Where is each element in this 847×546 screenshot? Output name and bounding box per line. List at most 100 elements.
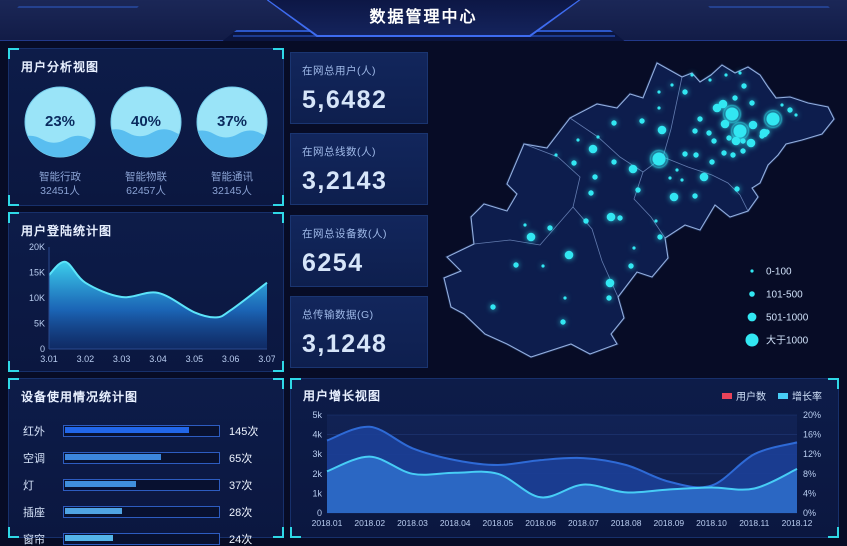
stat-card: 在网总用户(人) 5,6482: [290, 52, 428, 124]
svg-text:15K: 15K: [29, 268, 45, 278]
page-title: 数据管理中心: [369, 9, 478, 26]
header-title-plate: 数据管理中心: [266, 0, 581, 37]
svg-text:2018.09: 2018.09: [653, 518, 684, 528]
gauge-caption: 智能行政 32451人: [18, 170, 102, 198]
svg-text:2018.01: 2018.01: [312, 518, 343, 528]
svg-text:3.07: 3.07: [258, 354, 275, 364]
device-bar-row: 窗帘 24次: [23, 526, 271, 546]
svg-text:4k: 4k: [312, 430, 322, 440]
stat-card-label: 总传输数据(G): [302, 308, 374, 321]
svg-text:大于1000: 大于1000: [766, 334, 809, 347]
svg-text:37%: 37%: [217, 113, 247, 130]
device-bar-value: 24次: [229, 533, 253, 546]
header: 数据管理中心: [0, 0, 847, 41]
svg-text:0%: 0%: [803, 508, 816, 518]
device-bar-label: 插座: [23, 506, 45, 519]
svg-text:3.02: 3.02: [77, 354, 95, 364]
svg-text:2018.05: 2018.05: [483, 518, 514, 528]
liquid-gauge-circle: 23%: [24, 86, 96, 158]
device-bar-fill: [65, 534, 114, 541]
legend-item-用户数[interactable]: 用户数: [722, 388, 766, 403]
stat-card-value: 3,2143: [302, 167, 388, 196]
gauge-label: 智能通讯: [211, 171, 253, 183]
stat-card-value: 6254: [302, 248, 364, 277]
svg-text:3.06: 3.06: [222, 354, 240, 364]
svg-text:2018.03: 2018.03: [397, 518, 428, 528]
panel-user-growth: 用户增长视图 用户数 增长率 0 1k 2k 3k 4k 5k 0% 4% 8% 12% 16% 20%…: [290, 378, 839, 538]
legend-item-增长率[interactable]: 增长率: [778, 388, 822, 403]
device-bar-value: 65次: [229, 452, 253, 465]
legend-swatch: [778, 392, 788, 399]
liquid-gauge: 37% 智能通讯 32145人: [190, 84, 274, 198]
liquid-gauges: 23% 智能行政 32451人 40% 智能物联 62457人 37% 智能通讯 32145人: [9, 78, 283, 198]
svg-text:1k: 1k: [312, 488, 322, 498]
device-bar-row: 空调 65次: [23, 445, 271, 470]
stat-card-label: 在网总线数(人): [302, 146, 376, 159]
svg-text:2018.04: 2018.04: [440, 518, 471, 528]
device-bar-label: 红外: [23, 425, 45, 438]
growth-area-chart: 0 1k 2k 3k 4k 5k 0% 4% 8% 12% 16% 20% 2018.01 2018.02…: [312, 410, 821, 528]
device-bar-fill: [65, 426, 189, 433]
stat-card-value: 5,6482: [302, 86, 388, 114]
legend-label: 增长率: [792, 392, 822, 403]
svg-text:3.01: 3.01: [40, 354, 58, 364]
svg-text:2018.11: 2018.11: [739, 518, 769, 528]
svg-text:20K: 20K: [29, 242, 45, 252]
device-usage-bar-chart: 红外 145次 空调 65次灯 37次 插座 28次 窗帘 24次: [9, 408, 283, 546]
gauge-count: 32145人: [212, 185, 252, 197]
device-bar-track: [63, 505, 220, 518]
panel-title-user-analysis: 用户分析视图: [21, 60, 100, 74]
device-bar-track: [63, 424, 220, 437]
svg-text:8%: 8%: [803, 469, 816, 479]
gauge-count: 32451人: [40, 185, 80, 197]
svg-text:3k: 3k: [312, 449, 322, 459]
region-map: 0-100 101-500 501-1000 大于1000: [430, 45, 847, 375]
gauge-count: 62457人: [126, 185, 166, 197]
device-bar-track: [63, 532, 220, 545]
stat-cards: 在网总用户(人) 5,6482 在网总线数(人) 3,2143 在网总设备数(人) 625…: [290, 52, 428, 368]
svg-text:2018.06: 2018.06: [525, 518, 556, 528]
svg-text:16%: 16%: [803, 430, 821, 440]
svg-text:0: 0: [317, 508, 322, 518]
device-bar-value: 37次: [229, 479, 253, 492]
stat-card: 总传输数据(G) 3,1248: [290, 295, 428, 368]
svg-text:2018.12: 2018.12: [782, 518, 813, 528]
stat-card-value: 3,1248: [302, 329, 388, 358]
device-bar-track: [63, 478, 220, 491]
device-bar-label: 空调: [23, 452, 45, 465]
device-bar-track: [63, 451, 220, 464]
device-bar-fill: [65, 507, 123, 514]
svg-text:40%: 40%: [131, 113, 161, 130]
device-bar-value: 28次: [229, 506, 253, 519]
liquid-gauge-circle: 40%: [110, 86, 182, 158]
svg-text:23%: 23%: [45, 113, 75, 130]
svg-text:4%: 4%: [803, 488, 816, 498]
gauge-label: 智能行政: [39, 171, 81, 183]
svg-text:3.05: 3.05: [186, 354, 204, 364]
svg-text:2018.02: 2018.02: [354, 518, 385, 528]
svg-text:5k: 5k: [312, 410, 322, 420]
device-bar-row: 灯 37次: [23, 472, 271, 497]
gauge-caption: 智能物联 62457人: [104, 170, 188, 198]
panel-login-stats: 用户登陆统计图 0 5K 10K 15K 20K 3.01 3.02 3.03 3.04 3.05…: [8, 212, 284, 372]
login-area-chart: 0 5K 10K 15K 20K 3.01 3.02 3.03 3.04 3.05 3.06 3.07: [29, 242, 275, 364]
legend-swatch: [722, 392, 732, 399]
stat-card: 在网总线数(人) 3,2143: [290, 133, 428, 206]
legend-label: 用户数: [736, 392, 766, 403]
growth-chart-legend: 用户数 增长率: [722, 388, 822, 403]
svg-text:20%: 20%: [803, 410, 821, 420]
panel-title-device-usage: 设备使用情况统计图: [21, 390, 139, 404]
device-bar-row: 插座 28次: [23, 499, 271, 524]
device-bar-label: 窗帘: [23, 533, 45, 546]
svg-text:2018.08: 2018.08: [611, 518, 642, 528]
gauge-caption: 智能通讯 32145人: [190, 170, 274, 198]
svg-text:0-100: 0-100: [766, 267, 792, 278]
svg-text:501-1000: 501-1000: [766, 313, 809, 324]
liquid-gauge: 23% 智能行政 32451人: [18, 84, 102, 198]
panel-title-user-growth: 用户增长视图: [303, 389, 382, 403]
svg-text:5K: 5K: [34, 319, 45, 329]
svg-text:12%: 12%: [803, 449, 821, 459]
liquid-gauge-circle: 37%: [196, 86, 268, 158]
svg-text:0: 0: [40, 344, 45, 354]
